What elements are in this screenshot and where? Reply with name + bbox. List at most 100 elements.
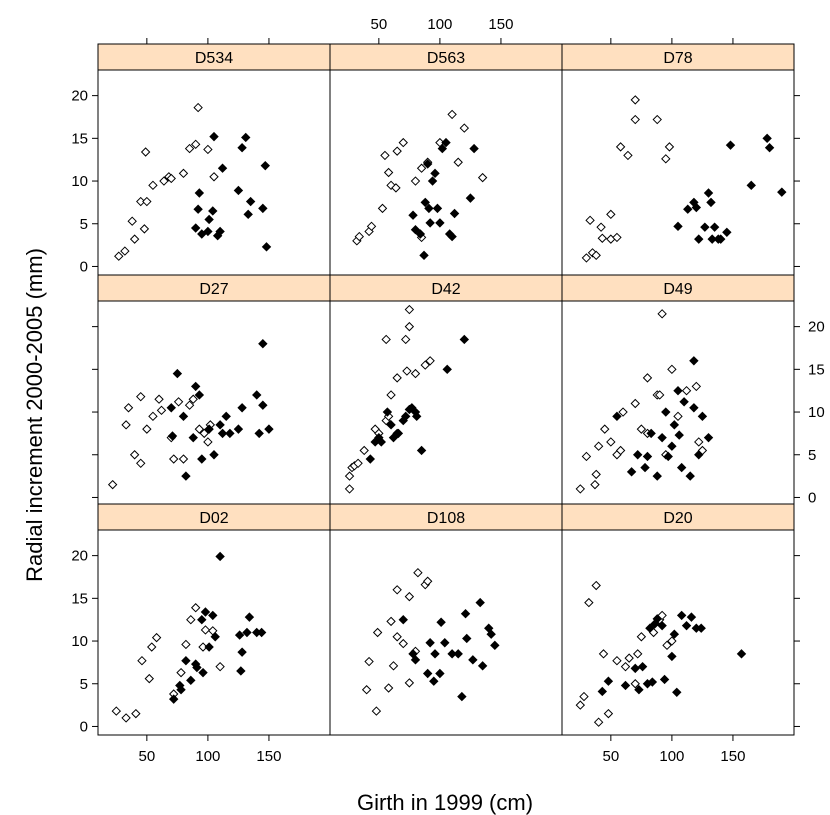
open-diamond-point — [392, 373, 402, 383]
open-diamond-point — [581, 451, 592, 462]
filled-diamond-point — [172, 368, 183, 379]
open-diamond-point — [422, 576, 433, 586]
filled-diamond-point — [425, 218, 435, 228]
open-diamond-point — [144, 673, 154, 684]
filled-diamond-point — [422, 159, 433, 169]
open-diamond-point — [593, 717, 604, 727]
filled-diamond-point — [703, 188, 714, 198]
strip-label: D108 — [427, 510, 465, 527]
filled-diamond-point — [260, 160, 270, 171]
filled-diamond-point — [422, 668, 433, 679]
filled-diamond-point — [469, 143, 479, 154]
open-diamond-point — [596, 222, 606, 232]
y-tick-label: 20 — [71, 548, 88, 565]
strip-label: D42 — [431, 281, 460, 298]
open-diamond-point — [371, 706, 382, 716]
open-diamond-point — [598, 649, 609, 659]
filled-diamond-point — [197, 454, 207, 464]
filled-diamond-point — [709, 222, 720, 232]
filled-diamond-point — [204, 642, 214, 652]
open-diamond-point — [364, 656, 374, 667]
open-diamond-point — [366, 221, 377, 232]
open-diamond-point — [584, 597, 594, 608]
filled-diamond-point — [166, 403, 176, 413]
open-diamond-point — [129, 450, 140, 460]
open-diamond-point — [630, 114, 640, 125]
open-diamond-point — [193, 102, 203, 113]
panel-d49: D49 — [561, 274, 795, 507]
panel-d563: D563 — [329, 43, 563, 276]
filled-diamond-point — [209, 450, 219, 460]
panel-d02: D02 — [97, 503, 331, 736]
open-diamond-point — [612, 655, 622, 666]
open-diamond-point — [121, 420, 131, 430]
filled-diamond-point — [645, 623, 655, 633]
filled-diamond-point — [657, 432, 667, 443]
filled-diamond-point — [468, 655, 478, 665]
filled-diamond-point — [676, 610, 687, 621]
open-diamond-point — [137, 655, 147, 666]
open-diamond-point — [410, 176, 421, 186]
filled-diamond-point — [252, 390, 262, 400]
open-diamond-point — [664, 142, 675, 152]
open-diamond-point — [173, 397, 184, 407]
filled-diamond-point — [411, 411, 422, 422]
filled-diamond-point — [429, 676, 439, 686]
filled-diamond-point — [237, 647, 247, 657]
filled-diamond-point — [441, 137, 451, 148]
filled-diamond-point — [261, 242, 272, 252]
filled-diamond-point — [237, 403, 247, 413]
open-diamond-point — [410, 368, 421, 379]
filled-diamond-point — [241, 132, 251, 143]
y-tick-label: 15 — [71, 130, 88, 147]
filled-diamond-point — [447, 231, 457, 242]
open-diamond-point — [600, 424, 610, 434]
filled-diamond-point — [612, 411, 622, 422]
open-diamond-point — [402, 366, 412, 376]
x-tick-label: 50 — [138, 748, 155, 765]
open-diamond-point — [203, 437, 213, 447]
open-diamond-point — [392, 632, 402, 642]
filled-diamond-point — [697, 411, 708, 422]
filled-diamond-point — [691, 202, 702, 213]
filled-diamond-point — [217, 428, 228, 439]
panel-d20: D20 — [561, 503, 795, 736]
open-diamond-point — [381, 334, 391, 345]
filled-diamond-point — [168, 694, 179, 704]
open-diamond-point — [652, 114, 662, 125]
filled-diamond-point — [652, 614, 662, 624]
open-diamond-point — [591, 580, 601, 591]
filled-diamond-point — [447, 649, 457, 659]
open-diamond-point — [139, 224, 150, 234]
strip-label: D20 — [663, 510, 692, 527]
y-tick-label: 15 — [71, 590, 88, 607]
filled-diamond-point — [186, 675, 196, 686]
open-diamond-point — [618, 407, 628, 417]
y-tick-label: 10 — [71, 173, 88, 190]
filled-diamond-point — [393, 428, 404, 439]
y-tick-label: 10 — [808, 404, 825, 421]
open-diamond-point — [120, 246, 130, 256]
panel-frame — [561, 529, 795, 736]
strip-background — [329, 274, 563, 302]
filled-diamond-point — [659, 674, 670, 685]
filled-diamond-point — [762, 133, 772, 144]
y-tick-label: 20 — [808, 319, 825, 336]
filled-diamond-point — [707, 234, 717, 244]
open-diamond-point — [386, 616, 396, 627]
open-diamond-point — [148, 411, 158, 422]
open-diamond-point — [111, 706, 122, 716]
filled-diamond-point — [449, 208, 460, 219]
filled-diamond-point — [669, 420, 680, 430]
filled-diamond-point — [236, 666, 246, 676]
open-diamond-point — [632, 649, 643, 659]
y-tick-label: 5 — [808, 447, 816, 464]
strip-background — [97, 274, 331, 302]
strip-label: D02 — [199, 510, 228, 527]
open-diamond-point — [398, 137, 408, 148]
open-diamond-point — [662, 640, 672, 651]
filled-diamond-point — [646, 428, 656, 439]
open-diamond-point — [200, 625, 211, 635]
filled-diamond-point — [689, 356, 699, 366]
